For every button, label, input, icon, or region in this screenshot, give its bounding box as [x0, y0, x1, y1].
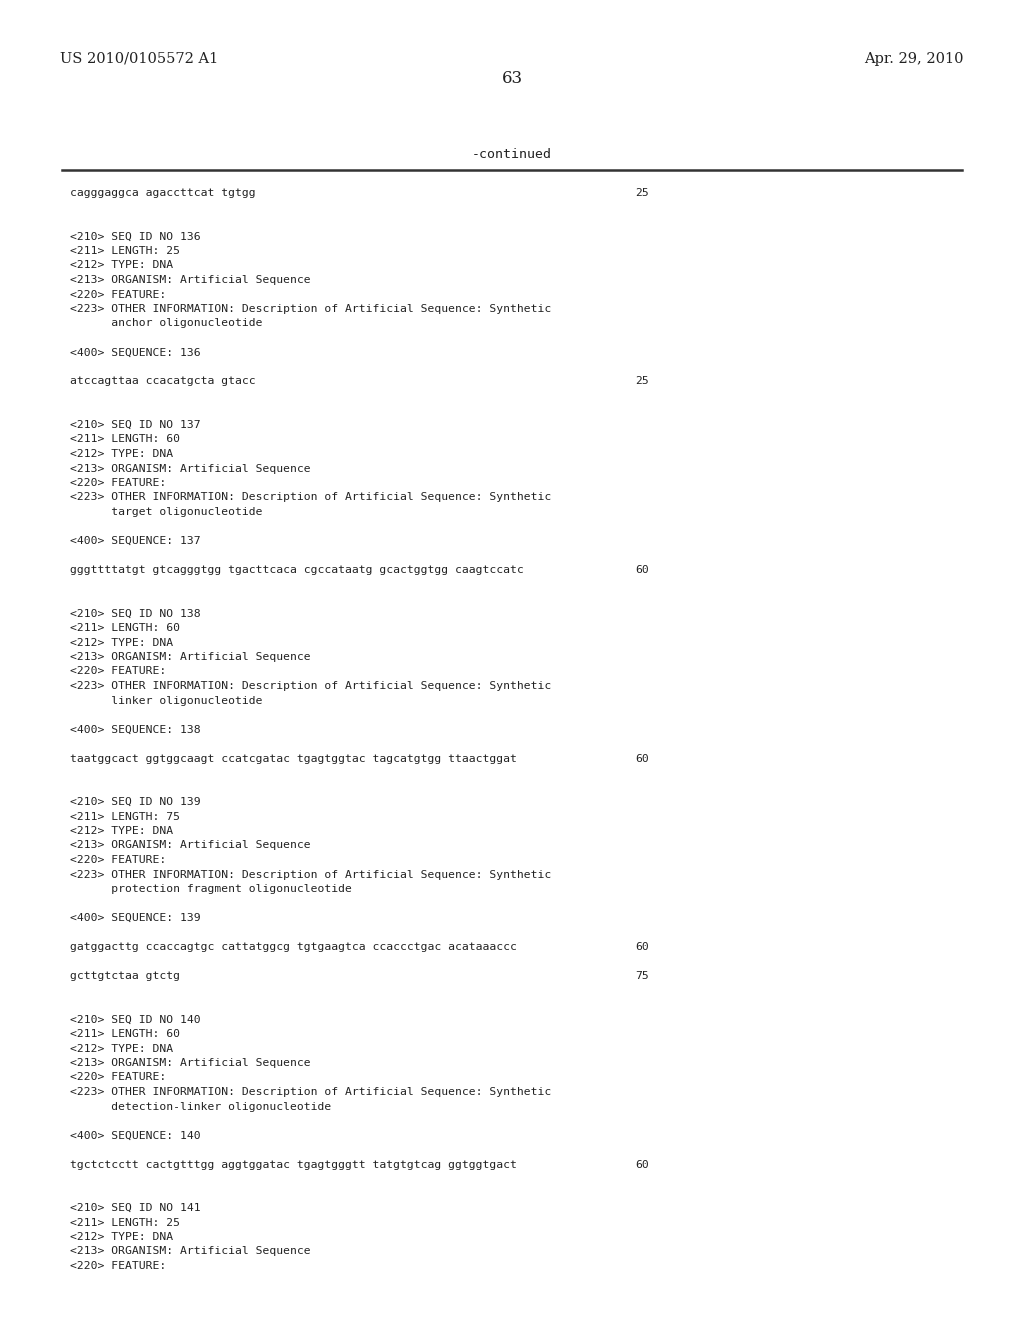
- Text: gatggacttg ccaccagtgc cattatggcg tgtgaagtca ccaccctgac acataaaccc: gatggacttg ccaccagtgc cattatggcg tgtgaag…: [70, 942, 517, 952]
- Text: <212> TYPE: DNA: <212> TYPE: DNA: [70, 638, 173, 648]
- Text: <400> SEQUENCE: 140: <400> SEQUENCE: 140: [70, 1130, 201, 1140]
- Text: <400> SEQUENCE: 138: <400> SEQUENCE: 138: [70, 725, 201, 734]
- Text: <210> SEQ ID NO 138: <210> SEQ ID NO 138: [70, 609, 201, 619]
- Text: <210> SEQ ID NO 137: <210> SEQ ID NO 137: [70, 420, 201, 430]
- Text: <400> SEQUENCE: 137: <400> SEQUENCE: 137: [70, 536, 201, 546]
- Text: <220> FEATURE:: <220> FEATURE:: [70, 1261, 166, 1271]
- Text: -continued: -continued: [472, 148, 552, 161]
- Text: <220> FEATURE:: <220> FEATURE:: [70, 478, 166, 488]
- Text: <210> SEQ ID NO 140: <210> SEQ ID NO 140: [70, 1015, 201, 1024]
- Text: 60: 60: [635, 1159, 649, 1170]
- Text: <220> FEATURE:: <220> FEATURE:: [70, 667, 166, 676]
- Text: Apr. 29, 2010: Apr. 29, 2010: [864, 51, 964, 66]
- Text: 75: 75: [635, 972, 649, 981]
- Text: <212> TYPE: DNA: <212> TYPE: DNA: [70, 260, 173, 271]
- Text: <212> TYPE: DNA: <212> TYPE: DNA: [70, 1044, 173, 1053]
- Text: <220> FEATURE:: <220> FEATURE:: [70, 1072, 166, 1082]
- Text: <400> SEQUENCE: 139: <400> SEQUENCE: 139: [70, 913, 201, 923]
- Text: 25: 25: [635, 376, 649, 387]
- Text: target oligonucleotide: target oligonucleotide: [70, 507, 262, 517]
- Text: 60: 60: [635, 754, 649, 763]
- Text: <210> SEQ ID NO 136: <210> SEQ ID NO 136: [70, 231, 201, 242]
- Text: <220> FEATURE:: <220> FEATURE:: [70, 855, 166, 865]
- Text: <211> LENGTH: 60: <211> LENGTH: 60: [70, 1030, 180, 1039]
- Text: cagggaggca agaccttcat tgtgg: cagggaggca agaccttcat tgtgg: [70, 187, 256, 198]
- Text: <212> TYPE: DNA: <212> TYPE: DNA: [70, 1232, 173, 1242]
- Text: <213> ORGANISM: Artificial Sequence: <213> ORGANISM: Artificial Sequence: [70, 275, 310, 285]
- Text: anchor oligonucleotide: anchor oligonucleotide: [70, 318, 262, 329]
- Text: <210> SEQ ID NO 139: <210> SEQ ID NO 139: [70, 797, 201, 807]
- Text: <400> SEQUENCE: 136: <400> SEQUENCE: 136: [70, 347, 201, 358]
- Text: <220> FEATURE:: <220> FEATURE:: [70, 289, 166, 300]
- Text: <211> LENGTH: 25: <211> LENGTH: 25: [70, 246, 180, 256]
- Text: <211> LENGTH: 25: <211> LENGTH: 25: [70, 1217, 180, 1228]
- Text: protection fragment oligonucleotide: protection fragment oligonucleotide: [70, 884, 352, 894]
- Text: 63: 63: [502, 70, 522, 87]
- Text: <213> ORGANISM: Artificial Sequence: <213> ORGANISM: Artificial Sequence: [70, 463, 310, 474]
- Text: <223> OTHER INFORMATION: Description of Artificial Sequence: Synthetic: <223> OTHER INFORMATION: Description of …: [70, 681, 551, 690]
- Text: <212> TYPE: DNA: <212> TYPE: DNA: [70, 826, 173, 836]
- Text: <210> SEQ ID NO 141: <210> SEQ ID NO 141: [70, 1203, 201, 1213]
- Text: detection-linker oligonucleotide: detection-linker oligonucleotide: [70, 1101, 331, 1111]
- Text: linker oligonucleotide: linker oligonucleotide: [70, 696, 262, 705]
- Text: US 2010/0105572 A1: US 2010/0105572 A1: [60, 51, 218, 66]
- Text: <223> OTHER INFORMATION: Description of Artificial Sequence: Synthetic: <223> OTHER INFORMATION: Description of …: [70, 304, 551, 314]
- Text: <213> ORGANISM: Artificial Sequence: <213> ORGANISM: Artificial Sequence: [70, 1059, 310, 1068]
- Text: tgctctcctt cactgtttgg aggtggatac tgagtgggtt tatgtgtcag ggtggtgact: tgctctcctt cactgtttgg aggtggatac tgagtgg…: [70, 1159, 517, 1170]
- Text: <213> ORGANISM: Artificial Sequence: <213> ORGANISM: Artificial Sequence: [70, 1246, 310, 1257]
- Text: <211> LENGTH: 60: <211> LENGTH: 60: [70, 434, 180, 445]
- Text: atccagttaa ccacatgcta gtacc: atccagttaa ccacatgcta gtacc: [70, 376, 256, 387]
- Text: gggttttatgt gtcagggtgg tgacttcaca cgccataatg gcactggtgg caagtccatc: gggttttatgt gtcagggtgg tgacttcaca cgccat…: [70, 565, 523, 576]
- Text: <213> ORGANISM: Artificial Sequence: <213> ORGANISM: Artificial Sequence: [70, 652, 310, 663]
- Text: gcttgtctaa gtctg: gcttgtctaa gtctg: [70, 972, 180, 981]
- Text: taatggcact ggtggcaagt ccatcgatac tgagtggtac tagcatgtgg ttaactggat: taatggcact ggtggcaagt ccatcgatac tgagtgg…: [70, 754, 517, 763]
- Text: <223> OTHER INFORMATION: Description of Artificial Sequence: Synthetic: <223> OTHER INFORMATION: Description of …: [70, 870, 551, 879]
- Text: 60: 60: [635, 565, 649, 576]
- Text: <211> LENGTH: 75: <211> LENGTH: 75: [70, 812, 180, 821]
- Text: 60: 60: [635, 942, 649, 952]
- Text: <211> LENGTH: 60: <211> LENGTH: 60: [70, 623, 180, 634]
- Text: <212> TYPE: DNA: <212> TYPE: DNA: [70, 449, 173, 459]
- Text: <223> OTHER INFORMATION: Description of Artificial Sequence: Synthetic: <223> OTHER INFORMATION: Description of …: [70, 1086, 551, 1097]
- Text: <223> OTHER INFORMATION: Description of Artificial Sequence: Synthetic: <223> OTHER INFORMATION: Description of …: [70, 492, 551, 503]
- Text: 25: 25: [635, 187, 649, 198]
- Text: <213> ORGANISM: Artificial Sequence: <213> ORGANISM: Artificial Sequence: [70, 841, 310, 850]
